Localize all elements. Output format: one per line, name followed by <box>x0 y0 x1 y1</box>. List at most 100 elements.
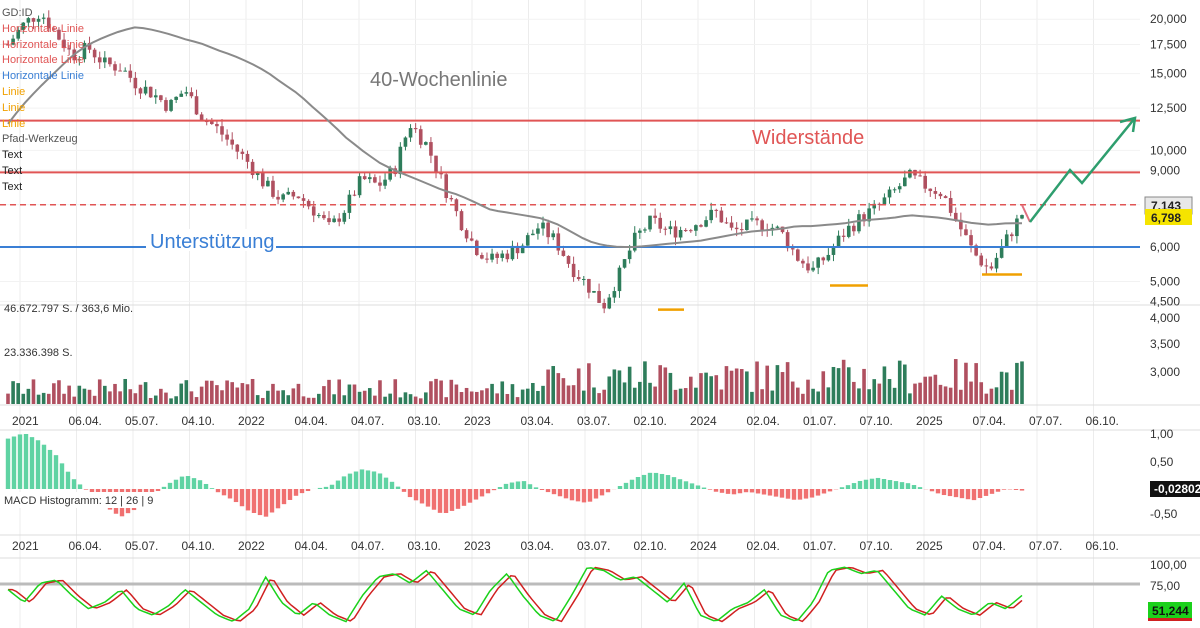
volume-bar <box>694 387 698 404</box>
volume-bar <box>123 378 127 404</box>
volume-bar <box>485 388 489 404</box>
volume-bar <box>429 381 433 404</box>
candle-body <box>510 245 515 260</box>
candle-body <box>592 290 596 293</box>
legend-item[interactable]: Text <box>2 149 23 162</box>
volume-bar <box>184 380 189 404</box>
candle-body <box>449 198 454 200</box>
volume-bar <box>576 368 581 404</box>
legend-item[interactable]: Text <box>2 164 23 177</box>
volume-bar <box>979 382 984 404</box>
volume-bar <box>1015 362 1019 404</box>
volume-bar <box>673 389 678 404</box>
macd-bar <box>845 485 851 489</box>
candle-body <box>118 70 122 72</box>
volume-bar <box>857 388 861 404</box>
legend-item[interactable]: Linie <box>2 101 26 114</box>
macd-bar <box>893 481 899 489</box>
candle-body <box>638 230 642 233</box>
volume-bar <box>464 387 469 404</box>
candle-body <box>918 175 922 177</box>
volume-bar <box>729 370 734 404</box>
legend-item[interactable]: Horizontale Linie <box>2 70 84 83</box>
resistance-label: Widerstände <box>752 127 864 149</box>
volume-bar <box>26 388 31 404</box>
legend-item[interactable]: Pfad-Werkzeug <box>2 133 78 146</box>
candle-body <box>311 206 316 216</box>
candle-body <box>352 194 357 196</box>
macd-bar <box>617 486 623 489</box>
candle-body <box>953 212 958 220</box>
legend-item[interactable]: Text <box>2 180 23 193</box>
macd-bar <box>569 489 575 501</box>
candle-body <box>36 18 41 22</box>
x-label: 2025 <box>916 414 943 428</box>
volume-bars <box>6 359 1024 404</box>
volume-bar <box>306 397 311 404</box>
volume-bar <box>332 394 336 404</box>
candle-body <box>699 225 703 227</box>
x-label: 03.10. <box>408 539 441 553</box>
candle-body <box>627 250 632 260</box>
macd-bar <box>215 489 221 493</box>
macd-bar <box>689 483 695 489</box>
second-price-box: 6,798 <box>1151 211 1181 225</box>
macd-bar <box>299 489 305 494</box>
x-label: 02.04. <box>747 539 780 553</box>
candle-body <box>245 153 250 162</box>
candle-body <box>413 128 418 130</box>
volume-bar <box>775 365 780 404</box>
macd-value-box: -0,02802 <box>1154 482 1200 496</box>
macd-bar <box>515 481 521 489</box>
candle-body <box>587 278 591 293</box>
macd-bar <box>329 484 335 489</box>
legend-item[interactable]: GD:ID <box>2 7 33 19</box>
macd-bar <box>23 433 29 489</box>
volume-bar <box>189 391 194 404</box>
legend-item[interactable]: Horizontale Linie <box>2 54 84 67</box>
macd-bar <box>527 484 533 489</box>
volume-bar <box>87 389 92 404</box>
volume-bar <box>500 381 505 404</box>
candle-body <box>678 230 683 238</box>
stoch-tick: 100,00 <box>1150 558 1187 572</box>
macd-bar <box>245 489 251 511</box>
volume-bar <box>159 388 163 404</box>
volume-bar <box>6 393 10 404</box>
volume-bar <box>220 390 224 404</box>
candle-body <box>495 253 499 258</box>
candle-body <box>21 22 26 30</box>
macd-bar <box>353 471 359 489</box>
volume-bar <box>103 385 107 404</box>
candle-body <box>836 235 841 247</box>
moving-average-line <box>7 26 1022 248</box>
candle-body <box>867 208 871 222</box>
candle-body <box>317 215 321 217</box>
volume-bar <box>663 367 668 404</box>
macd-bar <box>509 482 515 489</box>
volume-bar <box>260 397 265 404</box>
volume-bar <box>179 383 184 404</box>
legend-item[interactable]: Horizontale Linie <box>2 38 84 51</box>
candle-body <box>424 142 428 145</box>
volume-bar <box>138 384 143 404</box>
volume-bar <box>622 382 627 404</box>
volume-bar <box>235 387 240 404</box>
volume-bar <box>638 381 642 404</box>
volume-bar <box>734 368 739 404</box>
legend-item[interactable]: Horizontale Linie <box>2 22 84 35</box>
macd-bar <box>419 489 425 504</box>
volume-bar <box>92 395 97 404</box>
macd-bar <box>695 485 701 489</box>
candle-body <box>994 257 999 269</box>
candle-body <box>801 260 805 264</box>
legend-item[interactable]: Linie <box>2 117 26 130</box>
candle-body <box>383 179 387 186</box>
candle-body <box>306 200 311 207</box>
macd-bar <box>173 479 179 489</box>
candle-body <box>571 263 576 278</box>
macd-bar <box>317 487 323 489</box>
x-label: 2022 <box>238 414 265 428</box>
legend-item[interactable]: Linie <box>2 85 26 98</box>
